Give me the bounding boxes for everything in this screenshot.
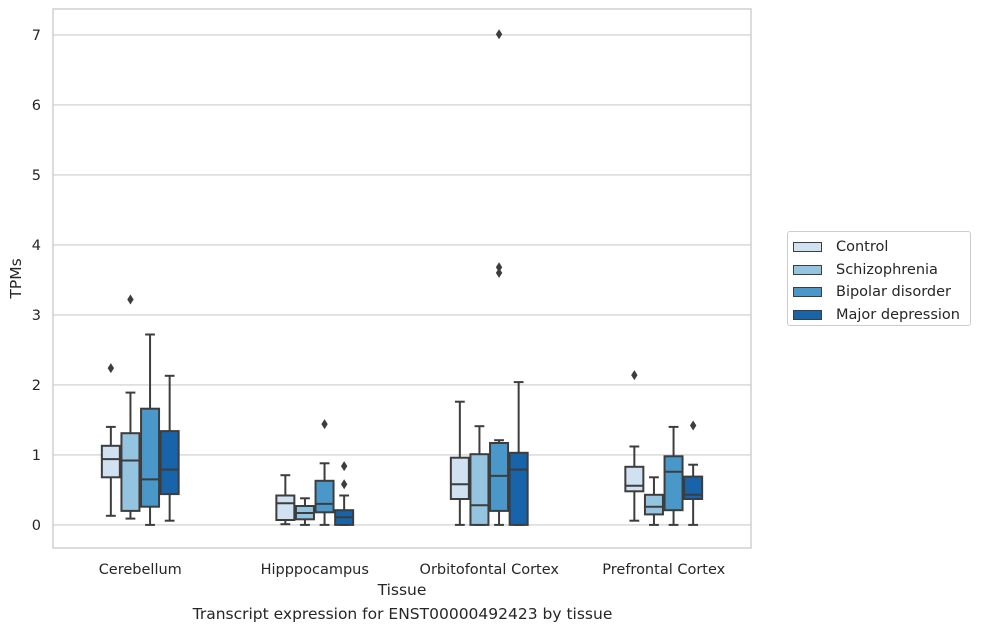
box-bipolar-disorder-orbitofontal-cortex <box>489 442 510 512</box>
outlier-schizophrenia-cerebellum-0 <box>127 294 134 305</box>
legend-swatch-control <box>793 242 822 253</box>
x-tick-label-orbitofontal-cortex: Orbitofontal Cortex <box>420 562 560 578</box>
box-major-depression-prefrontal-cortex <box>683 475 704 501</box>
box-schizophrenia-cerebellum <box>120 432 141 512</box>
box-control-cerebellum <box>100 444 121 479</box>
outlier-bipolar-disorder-orbitofontal-cortex-2 <box>495 29 503 40</box>
legend-item-major-depression: Major depression <box>793 304 970 327</box>
y-tick-label-4: 4 <box>32 238 41 254</box>
x-tick-label-hipppocampus: Hipppocampus <box>261 562 369 578</box>
box-schizophrenia-orbitofontal-cortex <box>469 453 490 526</box>
y-tick-label-0: 0 <box>32 518 41 534</box>
legend-item-schizophrenia: Schizophrenia <box>793 259 970 282</box>
box-major-depression-cerebellum <box>159 430 180 496</box>
y-tick-label-6: 6 <box>32 98 41 114</box>
x-axis-label: Tissue <box>377 581 427 599</box>
legend-item-bipolar-disorder: Bipolar disorder <box>793 281 970 304</box>
outlier-bipolar-disorder-hipppocampus-0 <box>321 419 328 430</box>
legend-item-control: Control <box>793 236 970 259</box>
outlier-control-prefrontal-cortex-0 <box>631 370 638 381</box>
box-control-hipppocampus <box>275 494 296 521</box>
outlier-control-cerebellum-0 <box>107 363 115 374</box>
y-tick-label-1: 1 <box>32 448 41 464</box>
legend-label-control: Control <box>836 239 889 256</box>
y-axis-label: TPMs <box>7 258 25 299</box>
y-tick-label-2: 2 <box>32 378 41 394</box>
box-schizophrenia-prefrontal-cortex <box>643 493 664 516</box>
legend-swatch-bipolar-disorder <box>793 287 822 298</box>
box-bipolar-disorder-hipppocampus <box>314 479 335 514</box>
legend: Control Schizophrenia Bipolar disorder M… <box>787 231 971 326</box>
box-bipolar-disorder-prefrontal-cortex <box>663 455 684 512</box>
legend-swatch-schizophrenia <box>793 264 822 275</box>
outlier-major-depression-hipppocampus-0 <box>340 479 348 490</box>
outlier-major-depression-hipppocampus-1 <box>340 461 348 472</box>
box-major-depression-orbitofontal-cortex <box>508 451 529 526</box>
box-bipolar-disorder-cerebellum <box>140 407 161 508</box>
outlier-bipolar-disorder-orbitofontal-cortex-1 <box>495 262 503 273</box>
plot-frame <box>52 8 752 549</box>
box-control-orbitofontal-cortex <box>449 456 470 501</box>
y-tick-label-7: 7 <box>32 28 41 44</box>
y-tick-label-3: 3 <box>32 308 41 324</box>
x-tick-label-prefrontal-cortex: Prefrontal Cortex <box>602 562 725 578</box>
legend-swatch-major-depression <box>793 309 822 320</box>
legend-label-major-depression: Major depression <box>836 306 960 323</box>
legend-label-bipolar-disorder: Bipolar disorder <box>836 284 951 301</box>
x-tick-label-cerebellum: Cerebellum <box>99 562 182 578</box>
legend-label-schizophrenia: Schizophrenia <box>836 261 938 278</box>
outlier-major-depression-prefrontal-cortex-0 <box>689 420 697 431</box>
box-control-prefrontal-cortex <box>624 465 645 493</box>
chart-caption: Transcript expression for ENST0000049242… <box>192 605 613 623</box>
y-tick-label-5: 5 <box>32 168 41 184</box>
outlier-bipolar-disorder-orbitofontal-cortex-0 <box>495 267 503 278</box>
